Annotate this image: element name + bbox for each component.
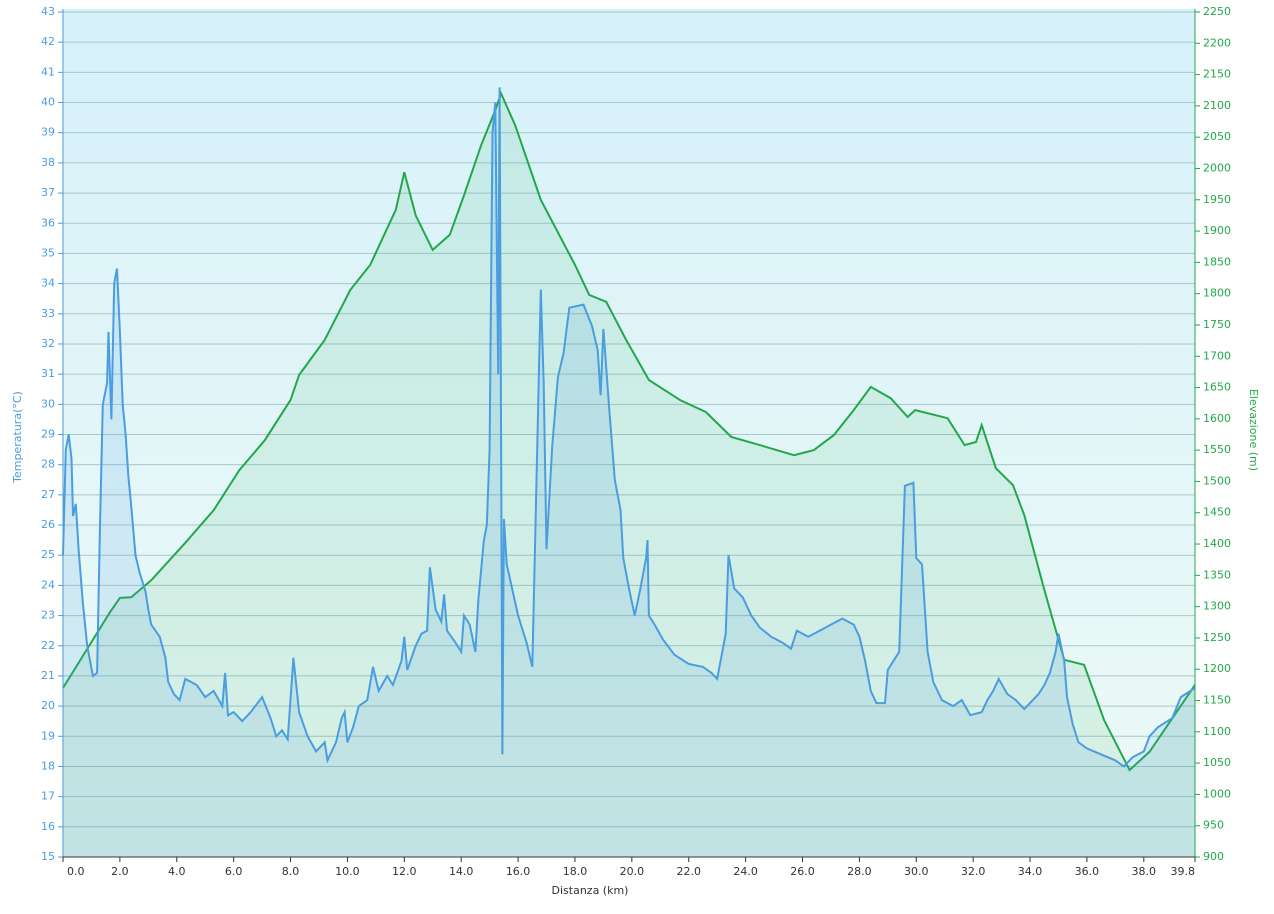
y-tick-label: 34 bbox=[41, 277, 55, 290]
y2-tick-label: 1000 bbox=[1203, 787, 1231, 800]
x-tick-label: 30.0 bbox=[904, 865, 929, 878]
y-tick-label: 18 bbox=[41, 759, 55, 772]
y2-tick-label: 2150 bbox=[1203, 68, 1231, 81]
line bbox=[62, 90, 1196, 772]
y2-tick-label: 1550 bbox=[1203, 443, 1231, 456]
x-tick-label: 4.0 bbox=[168, 865, 186, 878]
y2-tick-label: 1600 bbox=[1203, 412, 1231, 425]
x-tick-label: 32.0 bbox=[961, 865, 986, 878]
y2-axis-label: Elevazione (m) bbox=[1247, 389, 1260, 471]
x-tick-label: 28.0 bbox=[847, 865, 872, 878]
line bbox=[62, 87, 1196, 768]
x-tick-label: 18.0 bbox=[563, 865, 588, 878]
y-axis-label: Temperatura(°C) bbox=[11, 391, 24, 484]
y2-tick-label: 950 bbox=[1203, 819, 1224, 832]
y-tick-label: 38 bbox=[41, 156, 55, 169]
x-axis-label: Distanza (km) bbox=[552, 884, 629, 897]
x-tick-label: 39.8 bbox=[1171, 865, 1196, 878]
y-tick-label: 24 bbox=[41, 578, 55, 591]
y-tick-label: 22 bbox=[41, 639, 55, 652]
y-tick-label: 17 bbox=[41, 790, 55, 803]
y-tick-label: 23 bbox=[41, 609, 55, 622]
y-tick-label: 31 bbox=[41, 367, 55, 380]
y2-tick-label: 1400 bbox=[1203, 537, 1231, 550]
y2-tick-label: 1350 bbox=[1203, 568, 1231, 581]
y-tick-label: 21 bbox=[41, 669, 55, 682]
x-tick-label: 36.0 bbox=[1075, 865, 1100, 878]
y2-tick-label: 1650 bbox=[1203, 381, 1231, 394]
y2-tick-label: 1450 bbox=[1203, 506, 1231, 519]
y-tick-label: 35 bbox=[41, 246, 55, 259]
y-tick-label: 30 bbox=[41, 397, 55, 410]
y-tick-label: 29 bbox=[41, 428, 55, 441]
y2-tick-label: 1700 bbox=[1203, 349, 1231, 362]
y2-tick-label: 2250 bbox=[1203, 5, 1231, 18]
area bbox=[63, 93, 1195, 857]
y-tick-label: 41 bbox=[41, 65, 55, 78]
y-tick-label: 36 bbox=[41, 216, 55, 229]
plot-area bbox=[63, 9, 1195, 857]
x-tick-label: 26.0 bbox=[790, 865, 815, 878]
y2-tick-label: 1300 bbox=[1203, 600, 1231, 613]
y-tick-label: 27 bbox=[41, 488, 55, 501]
y2-tick-label: 1750 bbox=[1203, 318, 1231, 331]
x-tick-label: 22.0 bbox=[676, 865, 701, 878]
y2-tick-label: 900 bbox=[1203, 850, 1224, 863]
x-tick-label: 14.0 bbox=[449, 865, 474, 878]
y2-tick-label: 2000 bbox=[1203, 161, 1231, 174]
x-tick-label: 34.0 bbox=[1018, 865, 1043, 878]
y-tick-label: 20 bbox=[41, 699, 55, 712]
y-tick-label: 28 bbox=[41, 458, 55, 471]
axes: 15 16 17 18 19 20 21 22 23 24 25 26 27 28 29 30 31 32 33 34… bbox=[41, 5, 1231, 878]
y2-tick-label: 1250 bbox=[1203, 631, 1231, 644]
y-tick-label: 42 bbox=[41, 35, 55, 48]
x-tick-label: 6.0 bbox=[225, 865, 243, 878]
y-tick-label: 26 bbox=[41, 518, 55, 531]
x-tick-label: 12.0 bbox=[392, 865, 417, 878]
y-tick-label: 19 bbox=[41, 729, 55, 742]
y2-tick-label: 2200 bbox=[1203, 36, 1231, 49]
area bbox=[63, 87, 1195, 857]
y2-tick-label: 2100 bbox=[1203, 99, 1231, 112]
y-tick-label: 25 bbox=[41, 548, 55, 561]
y2-tick-label: 1050 bbox=[1203, 756, 1231, 769]
y2-tick-label: 1200 bbox=[1203, 662, 1231, 675]
y2-tick-label: 1100 bbox=[1203, 725, 1231, 738]
marks bbox=[62, 87, 1196, 857]
y-tick-label: 40 bbox=[41, 96, 55, 109]
x-tick-label: 10.0 bbox=[335, 865, 360, 878]
y2-tick-label: 1800 bbox=[1203, 287, 1231, 300]
y2-tick-label: 1150 bbox=[1203, 694, 1231, 707]
y2-tick-label: 1900 bbox=[1203, 224, 1231, 237]
y-tick-label: 32 bbox=[41, 337, 55, 350]
y-tick-label: 33 bbox=[41, 307, 55, 320]
x-tick-label: 24.0 bbox=[733, 865, 758, 878]
y2-tick-label: 1950 bbox=[1203, 193, 1231, 206]
y-tick-label: 37 bbox=[41, 186, 55, 199]
x-tick-label: 2.0 bbox=[111, 865, 129, 878]
y-tick-label: 43 bbox=[41, 5, 55, 18]
y2-tick-label: 1850 bbox=[1203, 255, 1231, 268]
y2-tick-label: 1500 bbox=[1203, 474, 1231, 487]
y-tick-label: 16 bbox=[41, 820, 55, 833]
y-tick-label: 39 bbox=[41, 126, 55, 139]
x-tick-label: 0.0 bbox=[67, 865, 85, 878]
y2-tick-label: 2050 bbox=[1203, 130, 1231, 143]
x-tick-label: 20.0 bbox=[620, 865, 645, 878]
x-tick-label: 8.0 bbox=[282, 865, 300, 878]
x-tick-label: 38.0 bbox=[1132, 865, 1157, 878]
x-tick-label: 16.0 bbox=[506, 865, 531, 878]
y-tick-label: 15 bbox=[41, 850, 55, 863]
